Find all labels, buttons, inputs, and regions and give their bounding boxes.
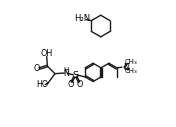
Text: N: N (123, 63, 129, 72)
Text: H: H (63, 67, 68, 74)
Text: O: O (77, 80, 83, 89)
Text: N: N (63, 69, 69, 77)
Text: O: O (68, 80, 74, 89)
Text: O: O (34, 64, 40, 73)
Text: S: S (72, 71, 78, 80)
Text: CH₃: CH₃ (124, 68, 137, 74)
Text: CH₃: CH₃ (124, 59, 137, 65)
Text: H₂N: H₂N (74, 14, 90, 23)
Text: HO: HO (36, 80, 48, 89)
Text: OH: OH (41, 49, 53, 58)
